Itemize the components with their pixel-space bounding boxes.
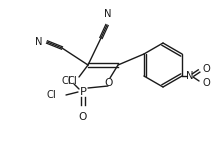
Text: N: N: [104, 9, 112, 19]
Text: Cl: Cl: [61, 76, 71, 86]
Text: O: O: [79, 112, 87, 122]
Text: Cl: Cl: [46, 90, 56, 100]
Text: Cl: Cl: [67, 76, 77, 86]
Text: P: P: [79, 87, 87, 97]
Text: N: N: [35, 37, 42, 47]
Text: N: N: [186, 71, 194, 81]
Text: O: O: [202, 64, 210, 74]
Text: O: O: [105, 78, 113, 88]
Text: O: O: [202, 78, 210, 88]
